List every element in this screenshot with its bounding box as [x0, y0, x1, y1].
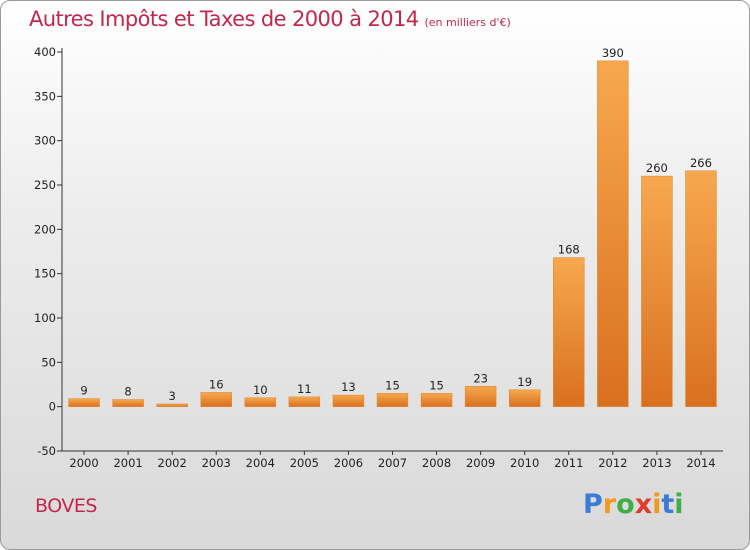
bar-value-label: 19	[517, 375, 532, 389]
bar-value-label: 9	[80, 384, 87, 398]
x-tick-label: 2011	[554, 456, 583, 470]
y-tick-label: 50	[41, 355, 56, 369]
y-tick-label: 100	[34, 311, 56, 325]
x-tick-label: 2009	[466, 456, 495, 470]
bar	[244, 397, 277, 407]
value-labels: 9 8 3 16 10 11 13 15 15 23 19 168 390 260 266	[80, 46, 712, 403]
bar-value-label: 390	[602, 46, 624, 60]
bar-value-label: 15	[429, 378, 444, 392]
chart-title: Autres Impôts et Taxes de 2000 à 2014 (en…	[29, 7, 511, 31]
y-tick-label: 300	[34, 134, 56, 148]
logo-letter: x	[634, 489, 653, 520]
logo-letter: o	[616, 489, 635, 520]
logo-letter: t	[661, 489, 675, 520]
bar-value-label: 168	[558, 243, 580, 257]
bar	[508, 389, 541, 407]
x-tick-label: 2012	[598, 456, 627, 470]
x-tick-label: 2005	[290, 456, 319, 470]
chart-title-text: Autres Impôts et Taxes de 2000 à 2014	[29, 7, 419, 31]
bar-value-label: 266	[690, 156, 712, 170]
x-tick-label: 2001	[113, 456, 142, 470]
bar-value-label: 13	[341, 380, 356, 394]
x-tick-label: 2002	[158, 456, 187, 470]
logo-letter: r	[602, 489, 617, 520]
bar	[376, 393, 409, 407]
bar-value-label: 8	[124, 385, 131, 399]
bar	[68, 398, 100, 407]
bar-value-label: 23	[473, 371, 488, 385]
bar	[420, 393, 453, 407]
bar	[464, 385, 497, 407]
y-tick-label: 400	[34, 45, 56, 59]
bar-value-label: 15	[385, 378, 400, 392]
x-tick-label: 2014	[686, 456, 715, 470]
y-tick-label: 150	[34, 267, 56, 281]
proxiti-logo: Proxiti	[583, 489, 684, 520]
x-tick-label: 2000	[69, 456, 98, 470]
bar	[156, 403, 188, 407]
chart-subtitle: (en milliers d'€)	[424, 16, 511, 29]
x-tick-label: 2004	[246, 456, 275, 470]
x-tick-label: 2010	[510, 456, 539, 470]
y-tick-label: 250	[34, 178, 56, 192]
bar-value-label: 260	[646, 161, 668, 175]
bar	[332, 394, 365, 407]
logo-letter: i	[674, 489, 684, 520]
bar-value-label: 3	[169, 389, 176, 403]
y-tick-label: 350	[34, 89, 56, 103]
bar-value-label: 16	[209, 377, 224, 391]
axes: -50 0 50 100 150 200 250 300 350 400 2000 2001 2002 2…	[34, 45, 723, 470]
commune-name: BOVES	[35, 495, 97, 517]
x-tick-label: 2013	[642, 456, 671, 470]
bar	[597, 60, 629, 407]
bar	[288, 396, 321, 407]
bar	[553, 257, 585, 407]
bar	[685, 170, 717, 407]
x-tick-label: 2008	[422, 456, 451, 470]
bar-value-label: 10	[253, 383, 268, 397]
bar	[641, 175, 673, 407]
y-tick-label: 0	[49, 400, 56, 414]
bar-value-label: 11	[297, 382, 312, 396]
x-tick-label: 2003	[202, 456, 231, 470]
logo-letter: P	[583, 489, 603, 520]
y-tick-label: 200	[34, 222, 56, 236]
bar	[200, 392, 232, 407]
bar	[112, 399, 144, 407]
x-tick-label: 2007	[378, 456, 407, 470]
x-tick-label: 2006	[334, 456, 363, 470]
y-tick-label: -50	[37, 444, 56, 458]
bars	[68, 60, 717, 407]
logo-letter: i	[652, 489, 662, 520]
